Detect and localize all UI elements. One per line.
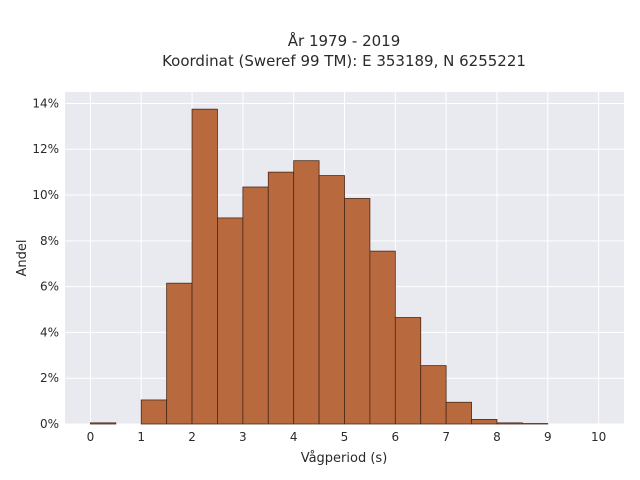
histogram-bar bbox=[90, 422, 117, 425]
x-tick-label: 5 bbox=[341, 430, 349, 444]
x-tick-label: 4 bbox=[290, 430, 298, 444]
y-tick-label: 0% bbox=[40, 417, 59, 431]
x-tick-label: 8 bbox=[493, 430, 501, 444]
histogram-bar bbox=[318, 175, 345, 425]
x-axis-ticks: 0 1 2 3 4 5 6 7 8 9 10 bbox=[87, 430, 607, 444]
y-tick-label: 8% bbox=[40, 234, 59, 248]
histogram-bar bbox=[293, 160, 320, 425]
histogram-bar bbox=[191, 108, 218, 425]
y-tick-label: 10% bbox=[32, 188, 59, 202]
x-tick-label: 9 bbox=[544, 430, 552, 444]
histogram-bar bbox=[394, 317, 422, 425]
histogram-bar bbox=[420, 365, 447, 425]
chart-title-line-2: Koordinat (Sweref 99 TM): E 353189, N 62… bbox=[162, 52, 526, 70]
x-tick-label: 3 bbox=[239, 430, 247, 444]
histogram-bar bbox=[140, 399, 168, 425]
y-axis-ticks: 0% 2% 4% 6% 8% 10% 12% 14% bbox=[32, 96, 59, 431]
y-tick-label: 12% bbox=[32, 142, 59, 156]
histogram-bar bbox=[267, 171, 295, 425]
x-axis-label: Vågperiod (s) bbox=[301, 451, 388, 466]
histogram-bar bbox=[217, 217, 244, 425]
x-tick-label: 10 bbox=[591, 430, 606, 444]
x-tick-label: 2 bbox=[188, 430, 196, 444]
histogram-bar bbox=[369, 250, 396, 425]
chart-title-line-1: År 1979 - 2019 bbox=[288, 31, 401, 50]
y-tick-label: 14% bbox=[32, 96, 59, 110]
y-axis-label: Andel bbox=[15, 240, 30, 277]
histogram-bar bbox=[166, 282, 193, 425]
histogram-bar bbox=[242, 186, 269, 425]
histogram-bar bbox=[344, 198, 371, 425]
histogram-bar bbox=[445, 401, 472, 425]
x-tick-label: 1 bbox=[137, 430, 145, 444]
y-tick-label: 2% bbox=[40, 371, 59, 385]
x-tick-label: 0 bbox=[87, 430, 95, 444]
x-tick-label: 7 bbox=[442, 430, 450, 444]
y-tick-label: 4% bbox=[40, 325, 59, 339]
histogram-bar bbox=[496, 422, 523, 425]
y-tick-label: 6% bbox=[40, 280, 59, 294]
bars bbox=[90, 108, 549, 425]
x-tick-label: 6 bbox=[391, 430, 399, 444]
histogram-bar bbox=[471, 419, 498, 425]
